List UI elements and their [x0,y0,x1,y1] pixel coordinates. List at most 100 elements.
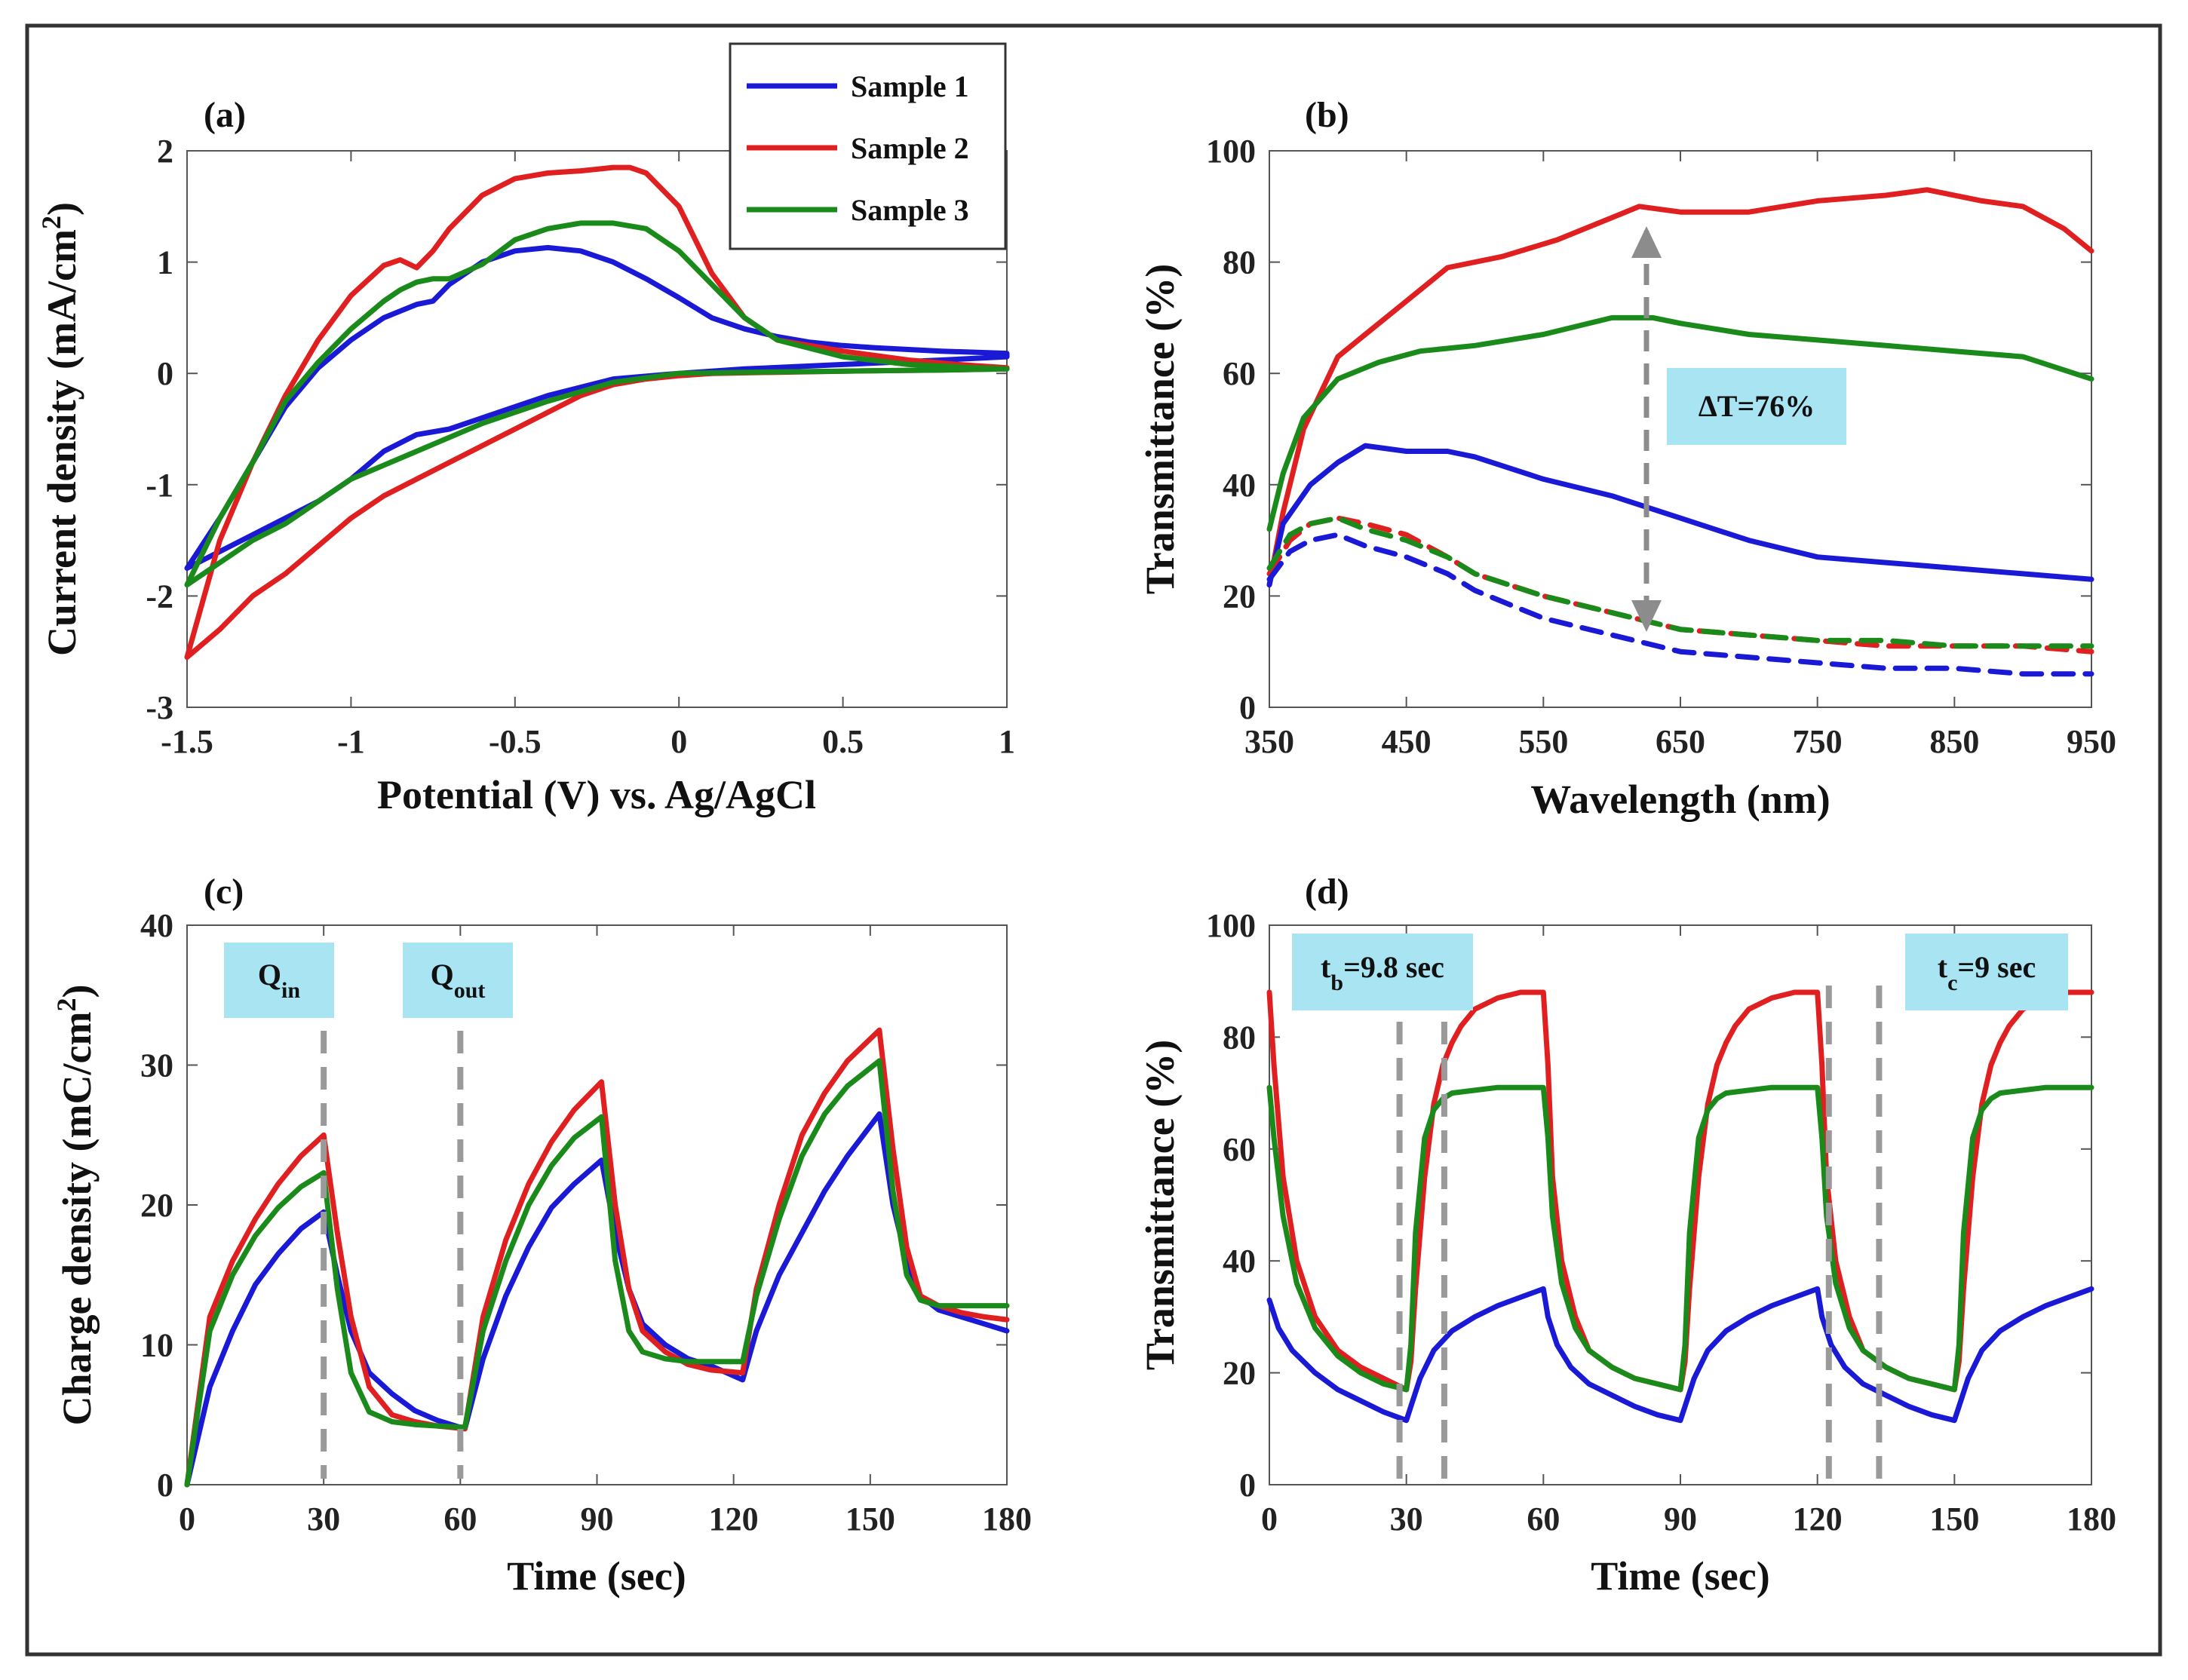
x-tick-label: 650 [1656,723,1705,760]
panel-b: (b) 350 450 550 650 750 850 950 0 20 40 60 80 100 Δ… [1137,95,2116,822]
series-line-sample-1 [184,244,1010,571]
x-tick-label: 0 [1261,1501,1278,1537]
tc-rest: =9 sec [1957,950,2036,984]
y-tick-label: -2 [146,578,173,615]
panel-label: (d) [1305,872,1349,912]
q-in-main: Q [258,958,281,992]
series-layer [184,164,1010,661]
y-tick-label: -3 [146,689,173,726]
x-tick-label: 60 [1527,1501,1560,1537]
q-out-annotation: Qout [431,958,486,1003]
y-tick-label: -1 [146,467,173,504]
x-ticks: -1.5 -1 -0.5 0 0.5 1 [161,151,1015,760]
y-tick-label: 30 [140,1047,173,1084]
y-tick-label: 40 [140,907,173,944]
x-tick-label: 120 [1793,1501,1843,1537]
y-tick-label: 0 [157,355,173,392]
tb-sub: b [1330,970,1343,995]
y-axis-label: Current density (mA/cm2) [36,202,84,656]
q-out-annotation-box [403,943,513,1018]
x-tick-label: 450 [1382,723,1432,760]
series-line-sample-3 [184,220,1010,588]
y-tick-label: 0 [1239,1467,1256,1504]
panel-label: (c) [204,872,244,912]
tc-annotation-box [1905,934,2068,1010]
x-tick-label: 1 [999,723,1015,760]
x-tick-label: 30 [307,1501,340,1537]
x-tick-label: 850 [1929,723,1979,760]
y-ticks: 0 10 20 30 40 [140,907,1007,1504]
delta-t-arrowhead-down [1631,600,1662,632]
tc-sub: c [1947,970,1957,995]
y-tick-label: 20 [1223,578,1256,615]
series-layer [1266,187,2094,677]
y-tick-label: 60 [1223,1131,1256,1168]
series-line-sample-3 [1266,1084,2094,1393]
y-axis-label: Transmittance (%) [1137,1040,1183,1370]
series-layer [184,1027,1010,1488]
x-tick-label: 150 [845,1501,895,1537]
q-in-sub: in [281,978,300,1003]
x-axis-label: Wavelength (nm) [1530,777,1830,822]
q-out-main: Q [431,958,454,992]
series-line-sample-1-bleached [1266,443,2094,588]
y-tick-label: 40 [1223,467,1256,504]
delta-t-annotation: ΔT=76% [1699,389,1815,423]
y-tick-label: 0 [157,1467,173,1504]
x-tick-label: 90 [1664,1501,1697,1537]
x-tick-label: 0.5 [822,723,864,760]
y-axis-label-main: Charge density (mC/cm [54,1012,100,1426]
x-tick-label: -0.5 [489,723,542,760]
series-line-sample-3 [184,1058,1010,1488]
tb-main: t [1321,950,1331,984]
x-axis-label: Time (sec) [1591,1553,1769,1599]
y-ticks: 0 20 40 60 80 100 [1206,907,2091,1504]
y-ticks: 0 20 40 60 80 100 [1206,133,2091,726]
q-in-annotation: Qin [258,958,300,1003]
y-axis-label: Transmittance (%) [1137,264,1183,594]
x-ticks: 0 30 60 90 120 150 180 [1261,925,2116,1537]
y-tick-label: 60 [1223,355,1256,392]
tc-annotation: tc=9 sec [1938,950,2036,995]
x-tick-label: 180 [982,1501,1032,1537]
y-axis-label-end: ) [39,202,84,216]
series-layer [1266,989,2094,1424]
x-tick-label: 30 [1390,1501,1423,1537]
delta-t-annotation-box [1667,368,1846,445]
x-ticks: 0 30 60 90 120 150 180 [179,925,1032,1537]
legend-entry-sample-3: Sample 3 [851,193,969,227]
y-tick-label: 20 [140,1187,173,1224]
x-axis-label: Time (sec) [507,1553,686,1599]
series-line-sample-3-bleached [1266,314,2094,532]
series-line-sample-1-colored [1266,532,2094,677]
y-axis-label: Charge density (mC/cm2) [51,985,100,1426]
figure-border [25,23,2162,1657]
y-axis-label-main: Current density (mA/cm [39,229,84,656]
series-line-sample-2 [184,164,1010,661]
y-tick-label: 1 [157,244,173,281]
x-tick-label: 350 [1244,723,1294,760]
x-tick-label: -1 [337,723,365,760]
y-axis-label-end: ) [54,985,100,998]
tb-annotation-box [1292,934,1473,1010]
y-tick-label: 0 [1239,689,1256,726]
y-tick-label: 80 [1223,1019,1256,1056]
delta-t-arrowhead-up [1631,226,1662,258]
q-out-sub: out [454,978,486,1003]
x-tick-label: 750 [1793,723,1843,760]
panel-label: (b) [1305,95,1349,135]
y-axis-label-sup: 2 [36,216,66,229]
series-line-sample-2 [184,1027,1010,1488]
x-tick-label: 0 [179,1501,195,1537]
y-tick-label: 2 [157,133,173,170]
y-tick-label: 100 [1206,133,1256,170]
tc-main: t [1938,950,1948,984]
series-line-sample-2-bleached [1266,187,2094,588]
x-tick-label: -1.5 [161,723,213,760]
y-tick-label: 10 [140,1327,173,1364]
x-tick-label: 0 [671,723,687,760]
panel-label: (a) [204,95,246,135]
y-ticks: -3 -2 -1 0 1 2 [146,133,1007,726]
legend: Sample 1 Sample 2 Sample 3 [729,42,1007,250]
